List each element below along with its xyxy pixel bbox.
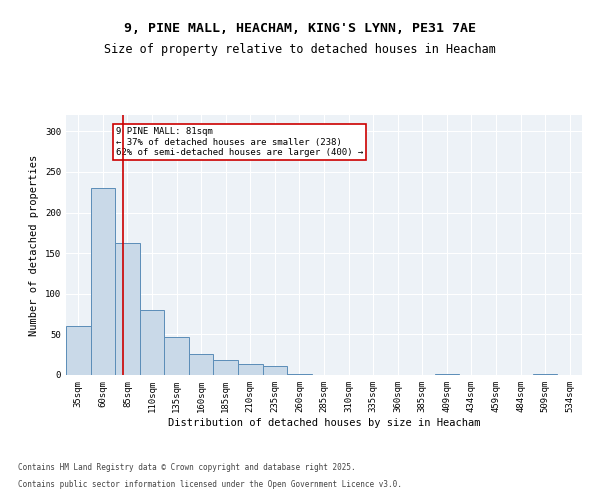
Text: Contains HM Land Registry data © Crown copyright and database right 2025.: Contains HM Land Registry data © Crown c… <box>18 464 356 472</box>
Bar <box>140 310 164 375</box>
Bar <box>66 326 91 375</box>
X-axis label: Distribution of detached houses by size in Heacham: Distribution of detached houses by size … <box>168 418 480 428</box>
Bar <box>189 354 214 375</box>
Bar <box>91 188 115 375</box>
Bar <box>287 374 312 375</box>
Bar <box>164 337 189 375</box>
Bar <box>214 360 238 375</box>
Bar <box>238 364 263 375</box>
Text: Contains public sector information licensed under the Open Government Licence v3: Contains public sector information licen… <box>18 480 402 489</box>
Text: 9 PINE MALL: 81sqm
← 37% of detached houses are smaller (238)
62% of semi-detach: 9 PINE MALL: 81sqm ← 37% of detached hou… <box>116 127 364 157</box>
Y-axis label: Number of detached properties: Number of detached properties <box>29 154 40 336</box>
Text: Size of property relative to detached houses in Heacham: Size of property relative to detached ho… <box>104 42 496 56</box>
Bar <box>533 374 557 375</box>
Bar <box>115 242 140 375</box>
Bar <box>263 366 287 375</box>
Text: 9, PINE MALL, HEACHAM, KING'S LYNN, PE31 7AE: 9, PINE MALL, HEACHAM, KING'S LYNN, PE31… <box>124 22 476 36</box>
Bar <box>434 374 459 375</box>
